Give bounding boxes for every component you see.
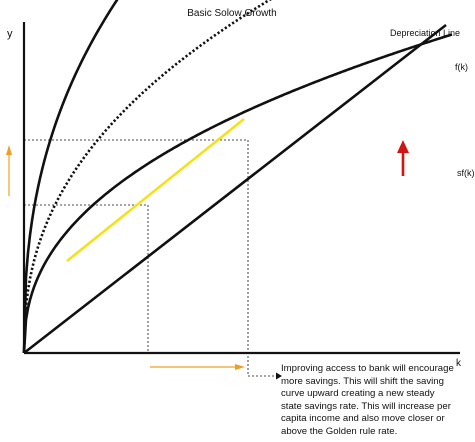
note-line: more savings. This will shift the saving bbox=[281, 375, 444, 387]
note-line: state savings rate. This will increase p… bbox=[281, 400, 451, 412]
depreciation-line bbox=[23, 23, 447, 355]
note-line: capita income and also move closer or bbox=[281, 413, 445, 425]
savings-curve bbox=[22, 33, 453, 354]
production-curve bbox=[22, 0, 119, 354]
explanation-note: Improving access to bank will encourage … bbox=[281, 363, 473, 439]
diagram-title: Basic Solow Growth bbox=[187, 8, 276, 19]
production-curve-label: f(k) bbox=[455, 62, 468, 72]
capital-increase-arrow bbox=[150, 364, 245, 370]
note-connector-arrowhead bbox=[276, 372, 282, 380]
y-axis-label: y bbox=[7, 28, 13, 40]
note-line: Improving access to bank will encourage bbox=[281, 363, 454, 374]
shifted-savings-curve bbox=[22, 0, 272, 354]
note-line: above the Golden rule rate. bbox=[281, 425, 398, 437]
note-line: curve upward creating a new steady bbox=[281, 388, 435, 400]
x-axis-label: k bbox=[456, 358, 462, 369]
savings-curve-label: sf(k) bbox=[457, 168, 475, 178]
savings-shift-arrow bbox=[397, 140, 409, 176]
golden-rule-tangent-line bbox=[66, 117, 245, 263]
output-increase-arrow bbox=[6, 145, 12, 196]
depreciation-line-label: Depreciation Line bbox=[390, 28, 460, 38]
